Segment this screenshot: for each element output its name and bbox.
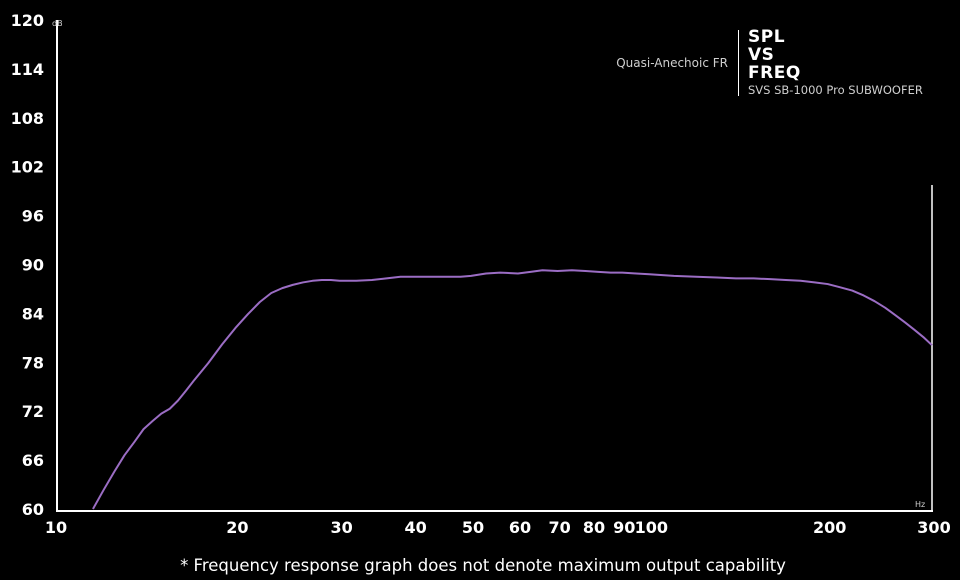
x-tick-label: 200 [813,518,846,537]
chart-title-line-2: VS [748,45,775,65]
y-tick-label: 72 [22,402,44,421]
x-tick-label: 300 [917,518,950,537]
y-tick-label: 84 [22,304,44,323]
y-unit-label: dB [52,19,63,28]
y-tick-labels: 60 66 72 78 84 90 96 102 108 114 120 [11,11,44,519]
x-tick-label: 50 [462,518,484,537]
x-tick-labels: 10 20 30 40 50 60 70 80 90 100 200 300 [45,518,951,537]
title-divider [738,30,739,96]
x-tick-label: 80 [583,518,605,537]
chart-title-line-3: FREQ [748,63,801,83]
x-tick-label: 40 [405,518,427,537]
frequency-response-curve [92,269,933,510]
y-tick-label: 96 [22,207,44,226]
chart-title: SPL VS FREQ [748,28,923,82]
measurement-label: Quasi-Anechoic FR [616,56,728,70]
y-tick-label: 60 [22,500,44,519]
x-tick-label: 20 [226,518,248,537]
y-tick-label: 120 [11,11,44,30]
chart-axes [56,20,933,512]
y-tick-label: 78 [22,353,44,372]
y-tick-label: 108 [11,109,44,128]
footnote: * Frequency response graph does not deno… [180,556,786,575]
y-tick-label: 102 [11,158,44,177]
chart-subtitle: SVS SB-1000 Pro SUBWOOFER [748,83,923,97]
x-tick-label: 30 [330,518,352,537]
x-tick-label: 60 [509,518,531,537]
y-tick-label: 66 [22,451,44,470]
x-tick-label: 100 [635,518,668,537]
y-tick-label: 90 [22,256,44,275]
x-tick-label: 10 [45,518,67,537]
chart-title-block: SPL VS FREQ SVS SB-1000 Pro SUBWOOFER [748,28,923,97]
x-tick-label: 90 [613,518,635,537]
y-tick-label: 114 [11,60,44,79]
x-tick-label: 70 [548,518,570,537]
chart-title-line-1: SPL [748,27,786,47]
x-unit-label: Hz [915,500,925,509]
